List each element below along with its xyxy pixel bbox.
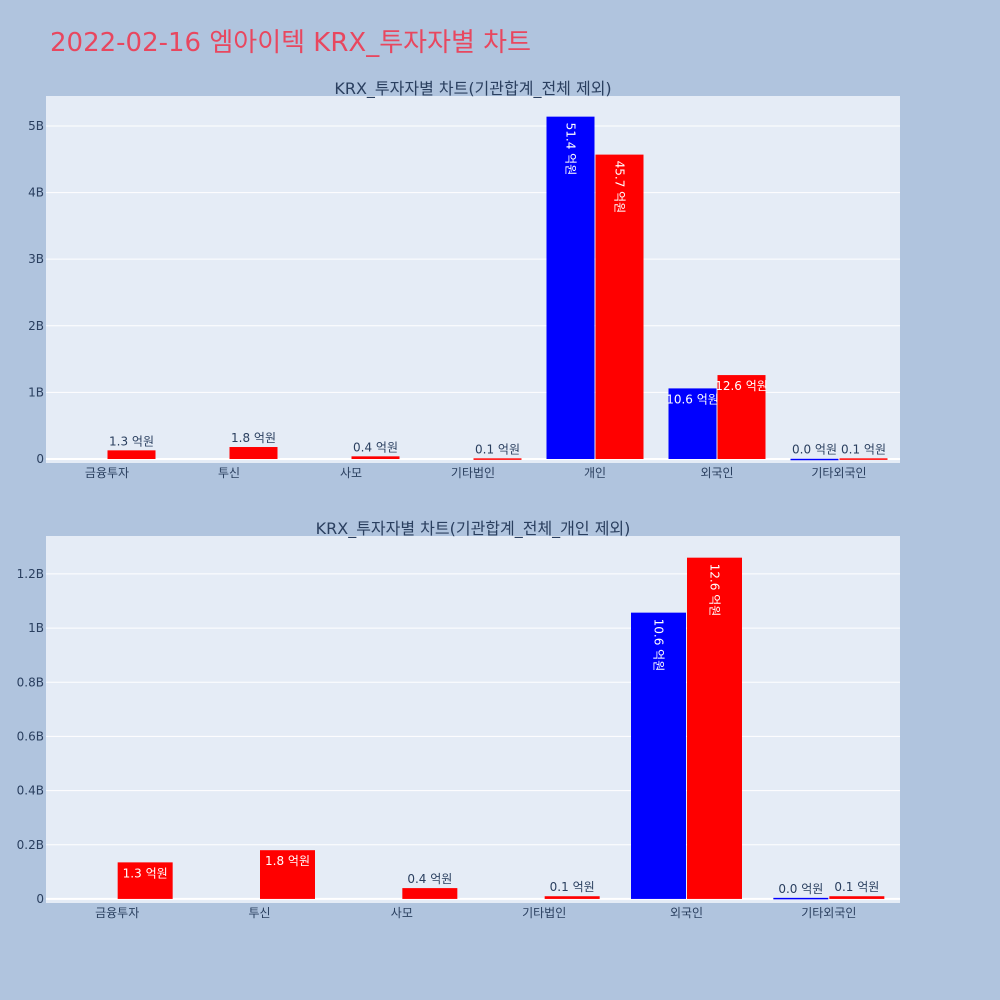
data-label: 1.3 억원 xyxy=(123,866,168,880)
x-tick-label: 사모 xyxy=(340,466,362,480)
bar-series-1 xyxy=(260,850,315,899)
bar-series-0 xyxy=(790,458,839,461)
bar-series-1 xyxy=(839,458,888,460)
chart-title: KRX_투자자별 차트(기관합계_전체_개인 제외) xyxy=(316,519,631,539)
y-tick-label: 0.4B xyxy=(17,784,44,798)
data-label: 0.1 억원 xyxy=(550,880,595,894)
data-label: 10.6 억원 xyxy=(666,392,719,406)
x-tick-label: 금융투자 xyxy=(85,466,129,480)
y-tick-label: 0.8B xyxy=(17,675,44,689)
y-tick-label: 0 xyxy=(36,892,44,906)
bar-series-1 xyxy=(229,447,278,460)
x-tick-label: 기타외국인 xyxy=(801,906,856,920)
bar-series-1 xyxy=(595,154,644,460)
data-label: 45.7 억원 xyxy=(613,161,627,214)
x-tick-label: 투신 xyxy=(248,906,270,920)
data-label: 0.0 억원 xyxy=(792,443,837,457)
x-tick-label: 사모 xyxy=(391,906,413,920)
x-tick-label: 외국인 xyxy=(700,466,733,480)
bar-series-0 xyxy=(546,116,595,460)
bar-series-0 xyxy=(773,897,829,900)
data-label: 1.8 억원 xyxy=(265,854,310,868)
data-label: 1.3 억원 xyxy=(109,434,154,448)
y-tick-label: 4B xyxy=(28,186,44,200)
y-tick-label: 2B xyxy=(28,319,44,333)
y-tick-label: 3B xyxy=(28,252,44,266)
y-tick-label: 1B xyxy=(28,621,44,635)
data-label: 1.8 억원 xyxy=(231,431,276,445)
page-title: 2022-02-16 엠아이텍 KRX_투자자별 차트 xyxy=(50,28,532,58)
bar-series-1 xyxy=(687,557,742,899)
y-tick-label: 1B xyxy=(28,385,44,399)
y-tick-label: 0.2B xyxy=(17,838,44,852)
y-tick-label: 1.2B xyxy=(17,567,44,581)
bar-series-1 xyxy=(717,375,766,460)
bar-series-1 xyxy=(829,896,885,899)
x-tick-label: 투신 xyxy=(218,466,240,480)
plot-area xyxy=(46,536,900,903)
bar-series-1 xyxy=(402,888,458,899)
x-tick-label: 기타법인 xyxy=(451,466,495,480)
bar-series-1 xyxy=(117,862,173,899)
bar-series-0 xyxy=(668,388,717,460)
x-tick-label: 개인 xyxy=(584,466,606,480)
data-label: 0.4 억원 xyxy=(353,440,398,454)
y-tick-label: 5B xyxy=(28,119,44,133)
data-label: 0.1 억원 xyxy=(841,442,886,456)
data-label: 0.1 억원 xyxy=(475,442,520,456)
data-label: 12.6 억원 xyxy=(715,379,768,393)
y-tick-label: 0.6B xyxy=(17,729,44,743)
data-label: 0.0 억원 xyxy=(778,882,823,896)
chart-title: KRX_투자자별 차트(기관합계_전체 제외) xyxy=(334,79,611,99)
bar-series-1 xyxy=(351,456,400,460)
x-tick-label: 기타외국인 xyxy=(811,466,866,480)
y-tick-label: 0 xyxy=(36,452,44,466)
x-tick-label: 기타법인 xyxy=(522,906,566,920)
data-label: 51.4 억원 xyxy=(564,123,578,176)
bar-series-1 xyxy=(544,896,600,899)
bar-series-1 xyxy=(473,458,522,460)
data-label: 10.6 억원 xyxy=(652,619,666,672)
data-label: 0.4 억원 xyxy=(407,872,452,886)
data-label: 0.1 억원 xyxy=(834,880,879,894)
bar-series-1 xyxy=(107,450,156,460)
chart-top: 0 1B 2B 3B 4B 5B KRX_투자자별 차트(기관합계_전체 제외) 금융투자 1.… xyxy=(28,79,900,480)
x-tick-label: 금융투자 xyxy=(95,906,139,920)
x-tick-label: 외국인 xyxy=(670,906,703,920)
data-label: 12.6 억원 xyxy=(708,564,722,617)
bar-series-0 xyxy=(631,612,686,899)
